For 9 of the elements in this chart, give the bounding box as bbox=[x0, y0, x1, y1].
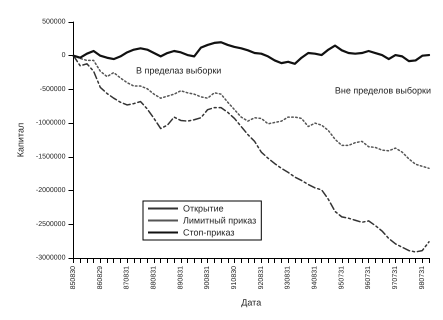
y-axis-title: Капитал bbox=[16, 122, 26, 158]
legend-label: Лимитный приказ bbox=[183, 216, 256, 226]
x-axis-title: Дата bbox=[241, 298, 262, 308]
legend-label: Стоп-приказ bbox=[183, 228, 234, 238]
line-series bbox=[72, 54, 430, 253]
legend-label: Открытие bbox=[183, 204, 224, 214]
annotation: Вне пределов выборки bbox=[334, 86, 432, 96]
line-series bbox=[72, 41, 430, 65]
annotation: В пределаз выборки bbox=[136, 66, 222, 76]
